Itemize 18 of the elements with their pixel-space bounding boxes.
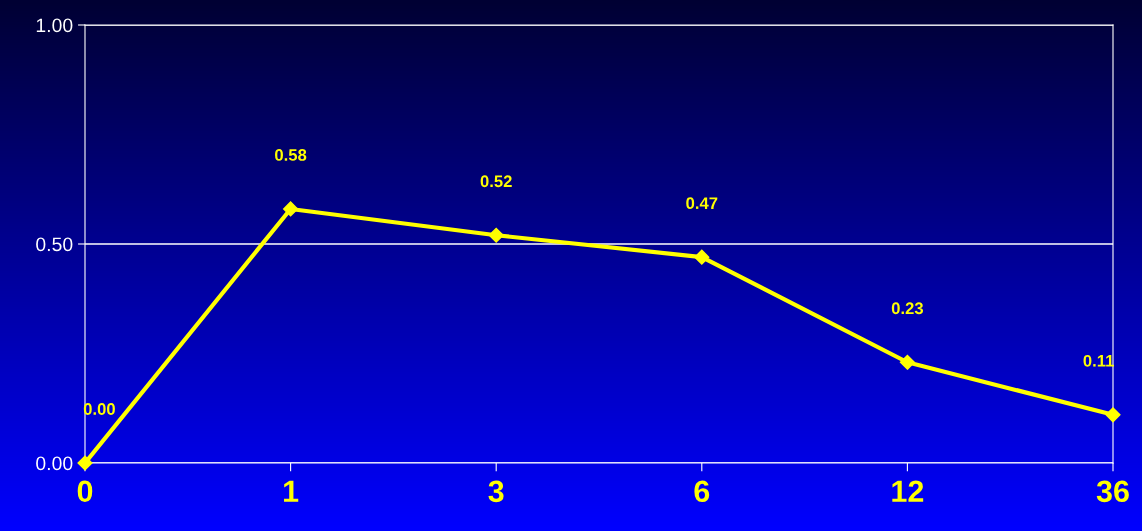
x-tick-label: 36 [1096, 480, 1129, 503]
x-tick-label: 6 [694, 480, 710, 503]
data-label: 0.47 [686, 197, 718, 210]
data-label: 0.23 [891, 302, 924, 315]
x-tick-label: 3 [488, 480, 504, 503]
x-tick-label: 0 [77, 480, 93, 503]
data-label: 0.52 [480, 175, 512, 188]
y-tick-label: 1.00 [36, 18, 73, 33]
x-tick-label: 1 [284, 480, 299, 502]
point [899, 354, 915, 370]
point [283, 201, 299, 217]
point [1105, 407, 1121, 423]
y-tick-label: 0.00 [36, 456, 73, 471]
point [694, 249, 710, 265]
x-tick-label: 12 [892, 480, 924, 502]
data-label: 0.58 [275, 149, 307, 161]
point [488, 227, 504, 243]
y-tick-label: 0.50 [36, 237, 73, 252]
